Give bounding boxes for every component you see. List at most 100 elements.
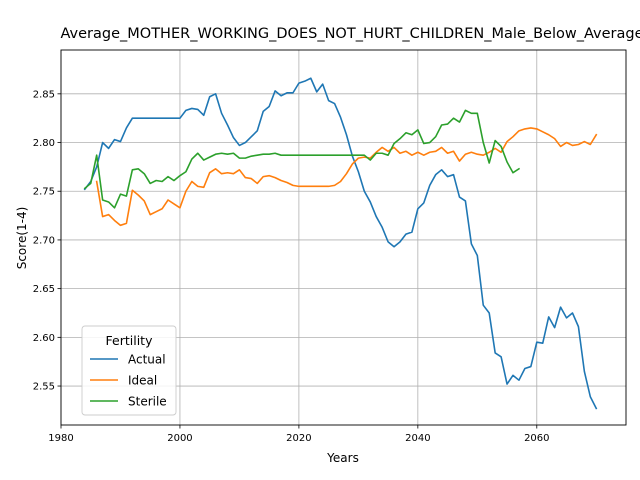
data-point-actual	[477, 255, 478, 256]
data-point-sterile	[275, 153, 276, 154]
data-point-sterile	[483, 142, 484, 143]
x-tick-label: 2000	[167, 433, 192, 444]
data-point-ideal	[483, 155, 484, 156]
data-point-sterile	[84, 188, 85, 189]
data-point-actual	[239, 145, 240, 146]
legend-label-actual: Actual	[128, 353, 166, 367]
data-point-sterile	[203, 160, 204, 161]
data-point-sterile	[465, 110, 466, 111]
data-point-ideal	[578, 144, 579, 145]
data-point-sterile	[114, 207, 115, 208]
data-point-actual	[304, 81, 305, 82]
data-point-actual	[513, 375, 514, 376]
legend: Fertility Actual Ideal Sterile	[81, 325, 177, 416]
data-point-actual	[447, 176, 448, 177]
series-line-actual	[83, 77, 598, 410]
data-point-ideal	[388, 151, 389, 152]
data-point-actual	[150, 118, 151, 119]
series-line-sterile	[83, 109, 521, 209]
data-point-actual	[453, 174, 454, 175]
data-point-ideal	[453, 151, 454, 152]
data-point-actual	[596, 408, 597, 409]
data-point-ideal	[364, 157, 365, 158]
data-point-actual	[126, 127, 127, 128]
y-tick-label: 2.60	[33, 333, 55, 344]
data-point-ideal	[132, 190, 133, 191]
data-point-ideal	[174, 203, 175, 204]
data-point-sterile	[316, 155, 317, 156]
data-point-ideal	[239, 169, 240, 170]
legend-label-ideal: Ideal	[128, 374, 157, 388]
data-point-sterile	[102, 200, 103, 201]
data-point-sterile	[513, 172, 514, 173]
data-point-ideal	[185, 191, 186, 192]
data-point-actual	[346, 134, 347, 135]
data-point-ideal	[328, 186, 329, 187]
data-point-actual	[590, 396, 591, 397]
y-axis: 2.55 2.60 2.65 2.70 2.75 2.80 2.85	[33, 89, 61, 393]
data-point-ideal	[441, 147, 442, 148]
data-point-ideal	[572, 145, 573, 146]
legend-box	[81, 325, 177, 416]
data-point-sterile	[495, 140, 496, 141]
data-point-ideal	[203, 187, 204, 188]
data-point-sterile	[120, 194, 121, 195]
data-point-ideal	[144, 200, 145, 201]
data-point-actual	[185, 110, 186, 111]
data-point-actual	[572, 312, 573, 313]
x-axis-label: Years	[326, 451, 359, 465]
data-point-actual	[138, 118, 139, 119]
data-point-actual	[530, 366, 531, 367]
data-point-sterile	[257, 155, 258, 156]
data-point-actual	[376, 216, 377, 217]
series-lines	[83, 77, 598, 410]
data-point-sterile	[453, 118, 454, 119]
data-point-sterile	[209, 157, 210, 158]
data-point-ideal	[275, 177, 276, 178]
data-point-ideal	[287, 182, 288, 183]
data-point-ideal	[310, 186, 311, 187]
data-point-sterile	[382, 153, 383, 154]
legend-label-sterile: Sterile	[128, 395, 167, 409]
y-tick-label: 2.65	[33, 284, 55, 295]
data-point-ideal	[168, 200, 169, 201]
data-point-ideal	[304, 186, 305, 187]
data-point-ideal	[501, 152, 502, 153]
data-point-actual	[209, 96, 210, 97]
data-point-ideal	[162, 208, 163, 209]
data-point-sterile	[310, 155, 311, 156]
data-point-sterile	[179, 175, 180, 176]
data-point-actual	[269, 106, 270, 107]
data-point-sterile	[108, 201, 109, 202]
data-point-actual	[584, 371, 585, 372]
data-point-sterile	[364, 155, 365, 156]
data-point-ideal	[298, 186, 299, 187]
data-point-ideal	[263, 176, 264, 177]
data-point-ideal	[346, 173, 347, 174]
data-point-ideal	[542, 131, 543, 132]
data-point-actual	[489, 312, 490, 313]
data-point-sterile	[96, 155, 97, 156]
data-point-actual	[554, 327, 555, 328]
data-point-actual	[340, 117, 341, 118]
data-point-actual	[382, 227, 383, 228]
data-point-sterile	[263, 154, 264, 155]
data-point-ideal	[536, 128, 537, 129]
data-point-actual	[102, 142, 103, 143]
data-point-actual	[405, 234, 406, 235]
data-point-actual	[465, 200, 466, 201]
data-point-sterile	[126, 196, 127, 197]
data-point-actual	[441, 169, 442, 170]
data-point-ideal	[281, 180, 282, 181]
data-point-ideal	[108, 214, 109, 215]
data-point-sterile	[233, 153, 234, 154]
data-point-sterile	[298, 155, 299, 156]
data-point-ideal	[411, 155, 412, 156]
data-point-ideal	[102, 216, 103, 217]
data-point-actual	[316, 91, 317, 92]
data-point-ideal	[489, 152, 490, 153]
data-point-actual	[96, 166, 97, 167]
data-point-actual	[334, 103, 335, 104]
data-point-ideal	[447, 153, 448, 154]
data-point-actual	[364, 191, 365, 192]
